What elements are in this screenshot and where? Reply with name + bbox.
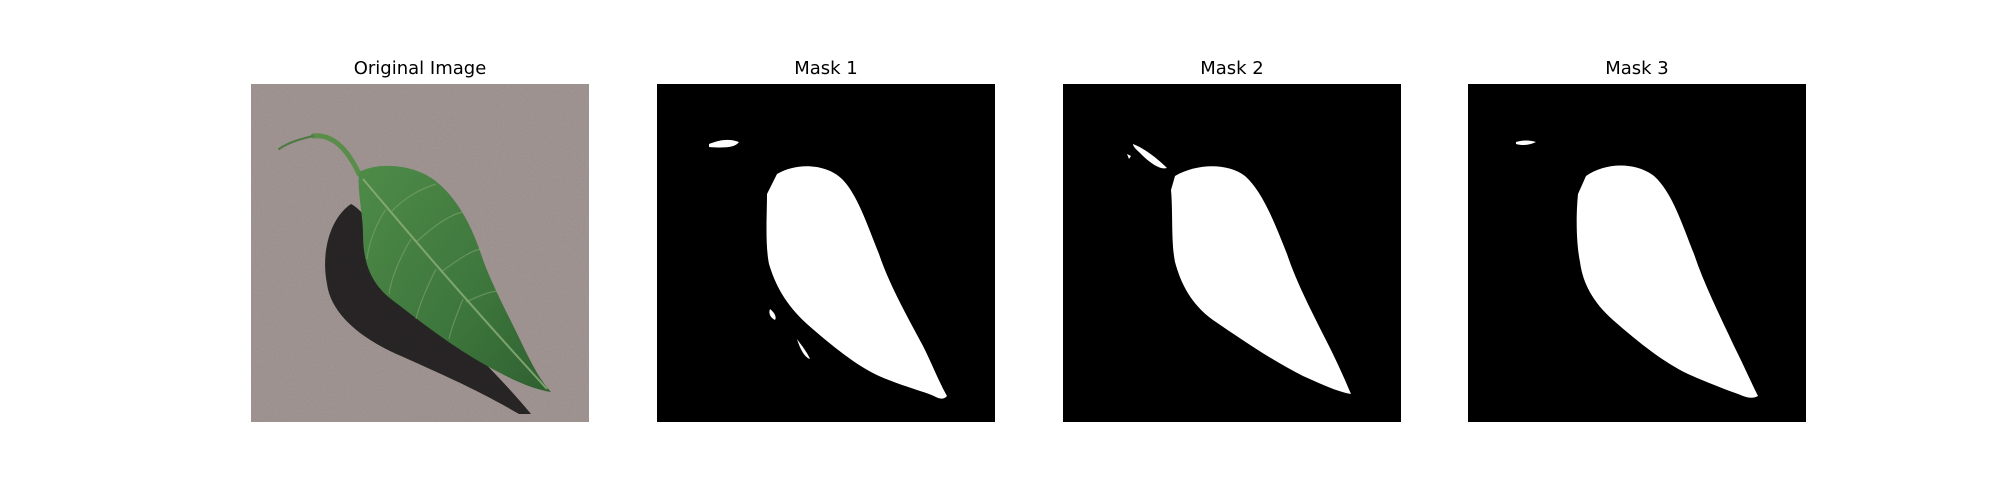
mask-1-image <box>657 84 995 422</box>
original-leaf-photo <box>251 84 589 422</box>
original-image-panel: Original Image <box>251 0 589 500</box>
mask-foreground <box>1516 140 1758 398</box>
mask-1-title: Mask 1 <box>794 58 858 79</box>
leaf-midrib <box>362 178 548 390</box>
mask-2-panel: Mask 2 <box>1063 0 1401 500</box>
mask-foreground <box>1127 144 1351 394</box>
mask-2-image <box>1063 84 1401 422</box>
leaf-stem <box>310 133 362 177</box>
leaf-stem-tip <box>278 135 314 150</box>
mask-3-title: Mask 3 <box>1605 58 1669 79</box>
mask-1-panel: Mask 1 <box>657 0 995 500</box>
mask-foreground <box>709 139 947 399</box>
mask-3-image <box>1468 84 1806 422</box>
leaf-veins <box>366 183 504 340</box>
mask-2-title: Mask 2 <box>1200 58 1264 79</box>
mask-3-panel: Mask 3 <box>1468 0 1806 500</box>
leaf-blade <box>358 165 551 392</box>
original-image-title: Original Image <box>353 58 487 79</box>
